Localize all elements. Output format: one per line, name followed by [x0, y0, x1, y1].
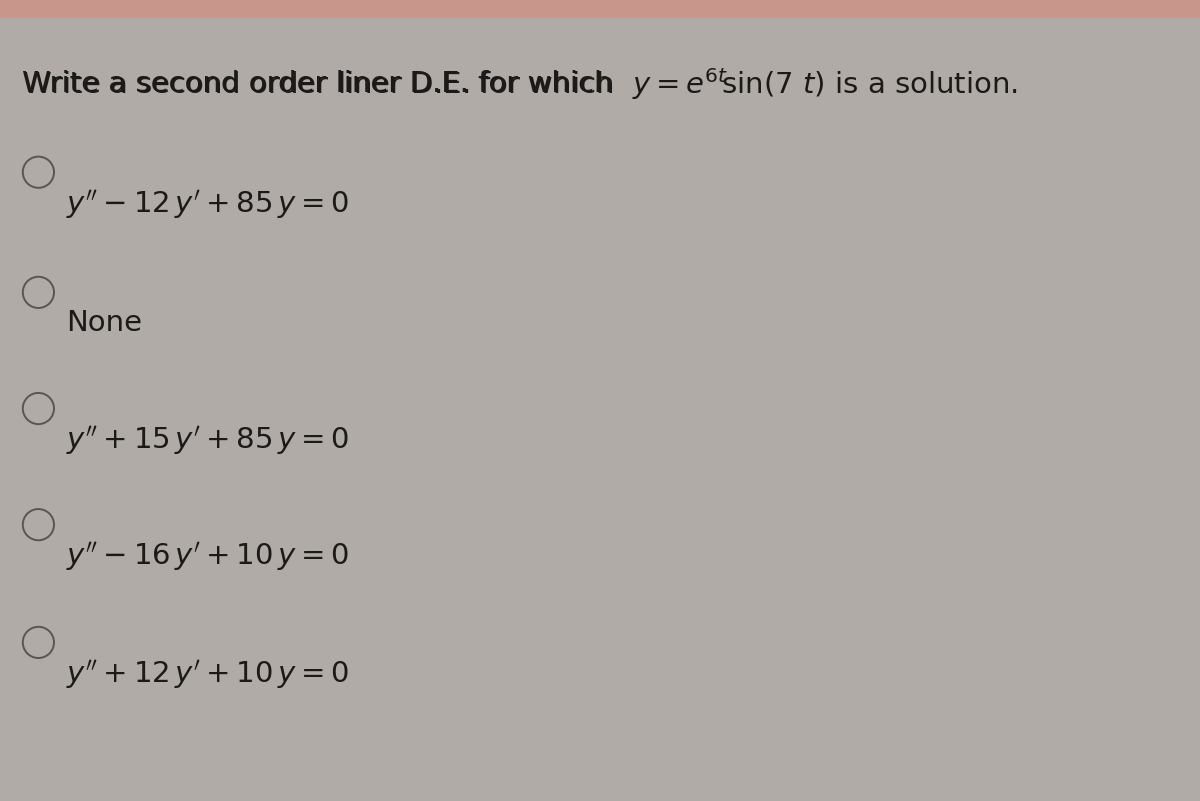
Text: $y'' - 12\,y' + 85\,y = 0$: $y'' - 12\,y' + 85\,y = 0$ [66, 187, 349, 221]
Text: $y'' + 12\,y' + 10\,y = 0$: $y'' + 12\,y' + 10\,y = 0$ [66, 658, 349, 691]
Text: $y'' + 15\,y' + 85\,y = 0$: $y'' + 15\,y' + 85\,y = 0$ [66, 424, 349, 457]
Text: $y'' - 16\,y' + 10\,y = 0$: $y'' - 16\,y' + 10\,y = 0$ [66, 540, 349, 574]
Text: None: None [66, 309, 142, 336]
Text: Write a second order liner D.E. for which  $y=e^{6t}\!\sin(7\ t)$ is a solution.: Write a second order liner D.E. for whic… [22, 66, 1018, 102]
Bar [0, 0, 1200, 18]
Text: Write a second order liner D.E. for which: Write a second order liner D.E. for whic… [22, 70, 631, 98]
